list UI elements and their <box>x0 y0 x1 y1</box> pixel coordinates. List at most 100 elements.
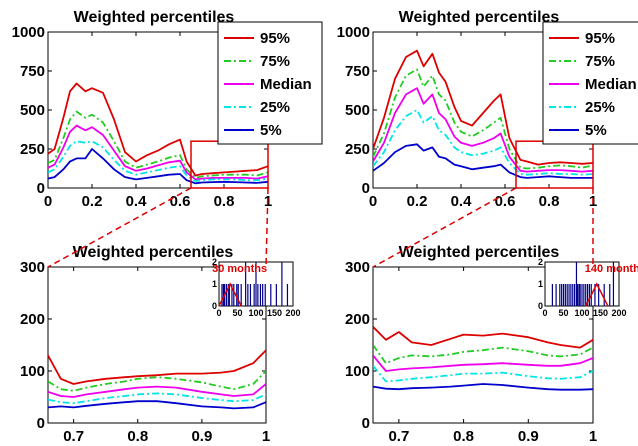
legend-label-p95: 95% <box>585 30 615 47</box>
series-line-p75 <box>48 110 268 179</box>
legend-label-p25: 25% <box>260 99 290 116</box>
series-line-p95 <box>48 349 266 385</box>
series-line-p95 <box>48 82 268 177</box>
x-tick-label: 0.8 <box>453 428 474 445</box>
inset-x-tick-label: 50 <box>558 308 568 318</box>
series-line-median <box>48 124 268 181</box>
inset-x-tick-label: 50 <box>232 308 242 318</box>
legend-label-p25: 25% <box>585 99 615 116</box>
y-tick-label: 300 <box>345 259 370 276</box>
panel-title: Weighted percentiles <box>399 244 560 261</box>
series-line-p25 <box>373 365 593 383</box>
panel-title: Weighted percentiles <box>74 9 235 26</box>
y-tick-label: 100 <box>20 363 45 380</box>
panel-title: Weighted percentiles <box>399 9 560 26</box>
y-tick-label: 750 <box>20 63 45 80</box>
series-line-p95 <box>373 326 593 349</box>
x-tick-label: 1 <box>589 428 597 445</box>
series-line-p75 <box>373 68 593 170</box>
y-tick-label: 500 <box>20 102 45 119</box>
x-tick-label: 0.4 <box>126 193 148 210</box>
y-tick-label: 250 <box>345 141 370 158</box>
series-line-median <box>48 383 266 398</box>
panel-bottom-right: Weighted percentiles 0.7 0.8 0.9 1 0 100 200 300… <box>345 244 638 445</box>
series-group <box>373 49 593 179</box>
series-line-median <box>373 354 593 372</box>
x-tick-label: 0.7 <box>63 428 84 445</box>
y-tick-label: 100 <box>345 363 370 380</box>
legend-label-p5: 5% <box>260 122 282 139</box>
series-line-p5 <box>373 143 593 179</box>
y-tick-label: 0 <box>37 415 45 432</box>
y-tick-label: 0 <box>37 180 45 197</box>
x-tick-label: 0.8 <box>539 193 560 210</box>
x-tick-label: 0.9 <box>518 428 539 445</box>
inset-y-tick-label: 1 <box>212 279 217 289</box>
inset-x-tick-label: 150 <box>593 308 608 318</box>
series-line-p5 <box>48 148 268 185</box>
inset-y-tick-label: 2 <box>212 257 217 267</box>
inset-x-tick-label: 100 <box>248 308 263 318</box>
x-tick-label: 0.8 <box>127 428 148 445</box>
zoom-connector-right <box>265 187 269 268</box>
y-tick-label: 1000 <box>337 24 370 41</box>
y-tick-label: 250 <box>20 141 45 158</box>
x-tick-label: 0.6 <box>170 193 191 210</box>
inset-x-tick-label: 0 <box>216 308 221 318</box>
y-tick-label: 300 <box>20 259 45 276</box>
x-tick-label: 0.6 <box>495 193 516 210</box>
x-tick-label: 0.7 <box>388 428 409 445</box>
x-tick-label: 0 <box>369 193 377 210</box>
y-tick-label: 750 <box>345 63 370 80</box>
inset-y-tick-label: 1 <box>538 279 543 289</box>
x-tick-label: 0.9 <box>191 428 212 445</box>
x-tick-label: 0.2 <box>407 193 428 210</box>
series-line-p5 <box>48 400 266 410</box>
inset-x-tick-label: 100 <box>574 308 589 318</box>
panel-top-left: Weighted percentiles00.20.40.60.81025050… <box>12 9 323 210</box>
series-group <box>48 82 268 185</box>
zoom-connector-left <box>47 187 192 268</box>
x-tick-label: 0.8 <box>214 193 235 210</box>
legend-label-p75: 75% <box>260 53 290 70</box>
series-line-p25 <box>373 109 593 176</box>
y-tick-label: 200 <box>345 311 370 328</box>
series-group <box>373 326 593 391</box>
legend-label-p75: 75% <box>585 53 615 70</box>
series-line-p75 <box>373 344 593 365</box>
y-tick-label: 500 <box>345 102 370 119</box>
legend-label-p95: 95% <box>260 30 290 47</box>
inset-annotation: 30 months <box>212 263 267 275</box>
x-tick-label: 0.2 <box>82 193 103 210</box>
inset-y-tick-label: 2 <box>538 257 543 267</box>
zoom-connector-left <box>372 187 517 268</box>
series-line-p25 <box>48 392 266 405</box>
x-tick-label: 0.4 <box>451 193 473 210</box>
inset-x-tick-label: 0 <box>542 308 547 318</box>
panel-top-right: Weighted percentiles00.20.40.60.81025050… <box>337 9 638 210</box>
inset-annotation: 140 months <box>585 263 638 275</box>
series-line-p5 <box>373 383 593 391</box>
inset-y-tick-label: 0 <box>212 301 217 311</box>
inset-x-tick-label: 200 <box>611 308 626 318</box>
series-group <box>48 349 266 410</box>
legend-label-p5: 5% <box>585 122 607 139</box>
inset-x-tick-label: 200 <box>285 308 300 318</box>
y-tick-label: 1000 <box>12 24 45 41</box>
legend-label-median: Median <box>260 76 312 93</box>
series-line-p75 <box>48 370 266 392</box>
series-line-median <box>373 87 593 173</box>
inset-kernel-curve <box>585 282 609 307</box>
y-tick-label: 0 <box>362 180 370 197</box>
series-line-p95 <box>373 49 593 166</box>
legend-label-median: Median <box>585 76 637 93</box>
series-line-p25 <box>48 140 268 182</box>
x-tick-label: 1 <box>262 428 270 445</box>
y-tick-label: 200 <box>20 311 45 328</box>
legend: 95% 75% Median 25% 5% <box>542 21 638 145</box>
inset-chart: 30 months 0 50 100 150 200 0 1 2 <box>212 257 301 318</box>
inset-kernel-curve <box>218 282 242 307</box>
